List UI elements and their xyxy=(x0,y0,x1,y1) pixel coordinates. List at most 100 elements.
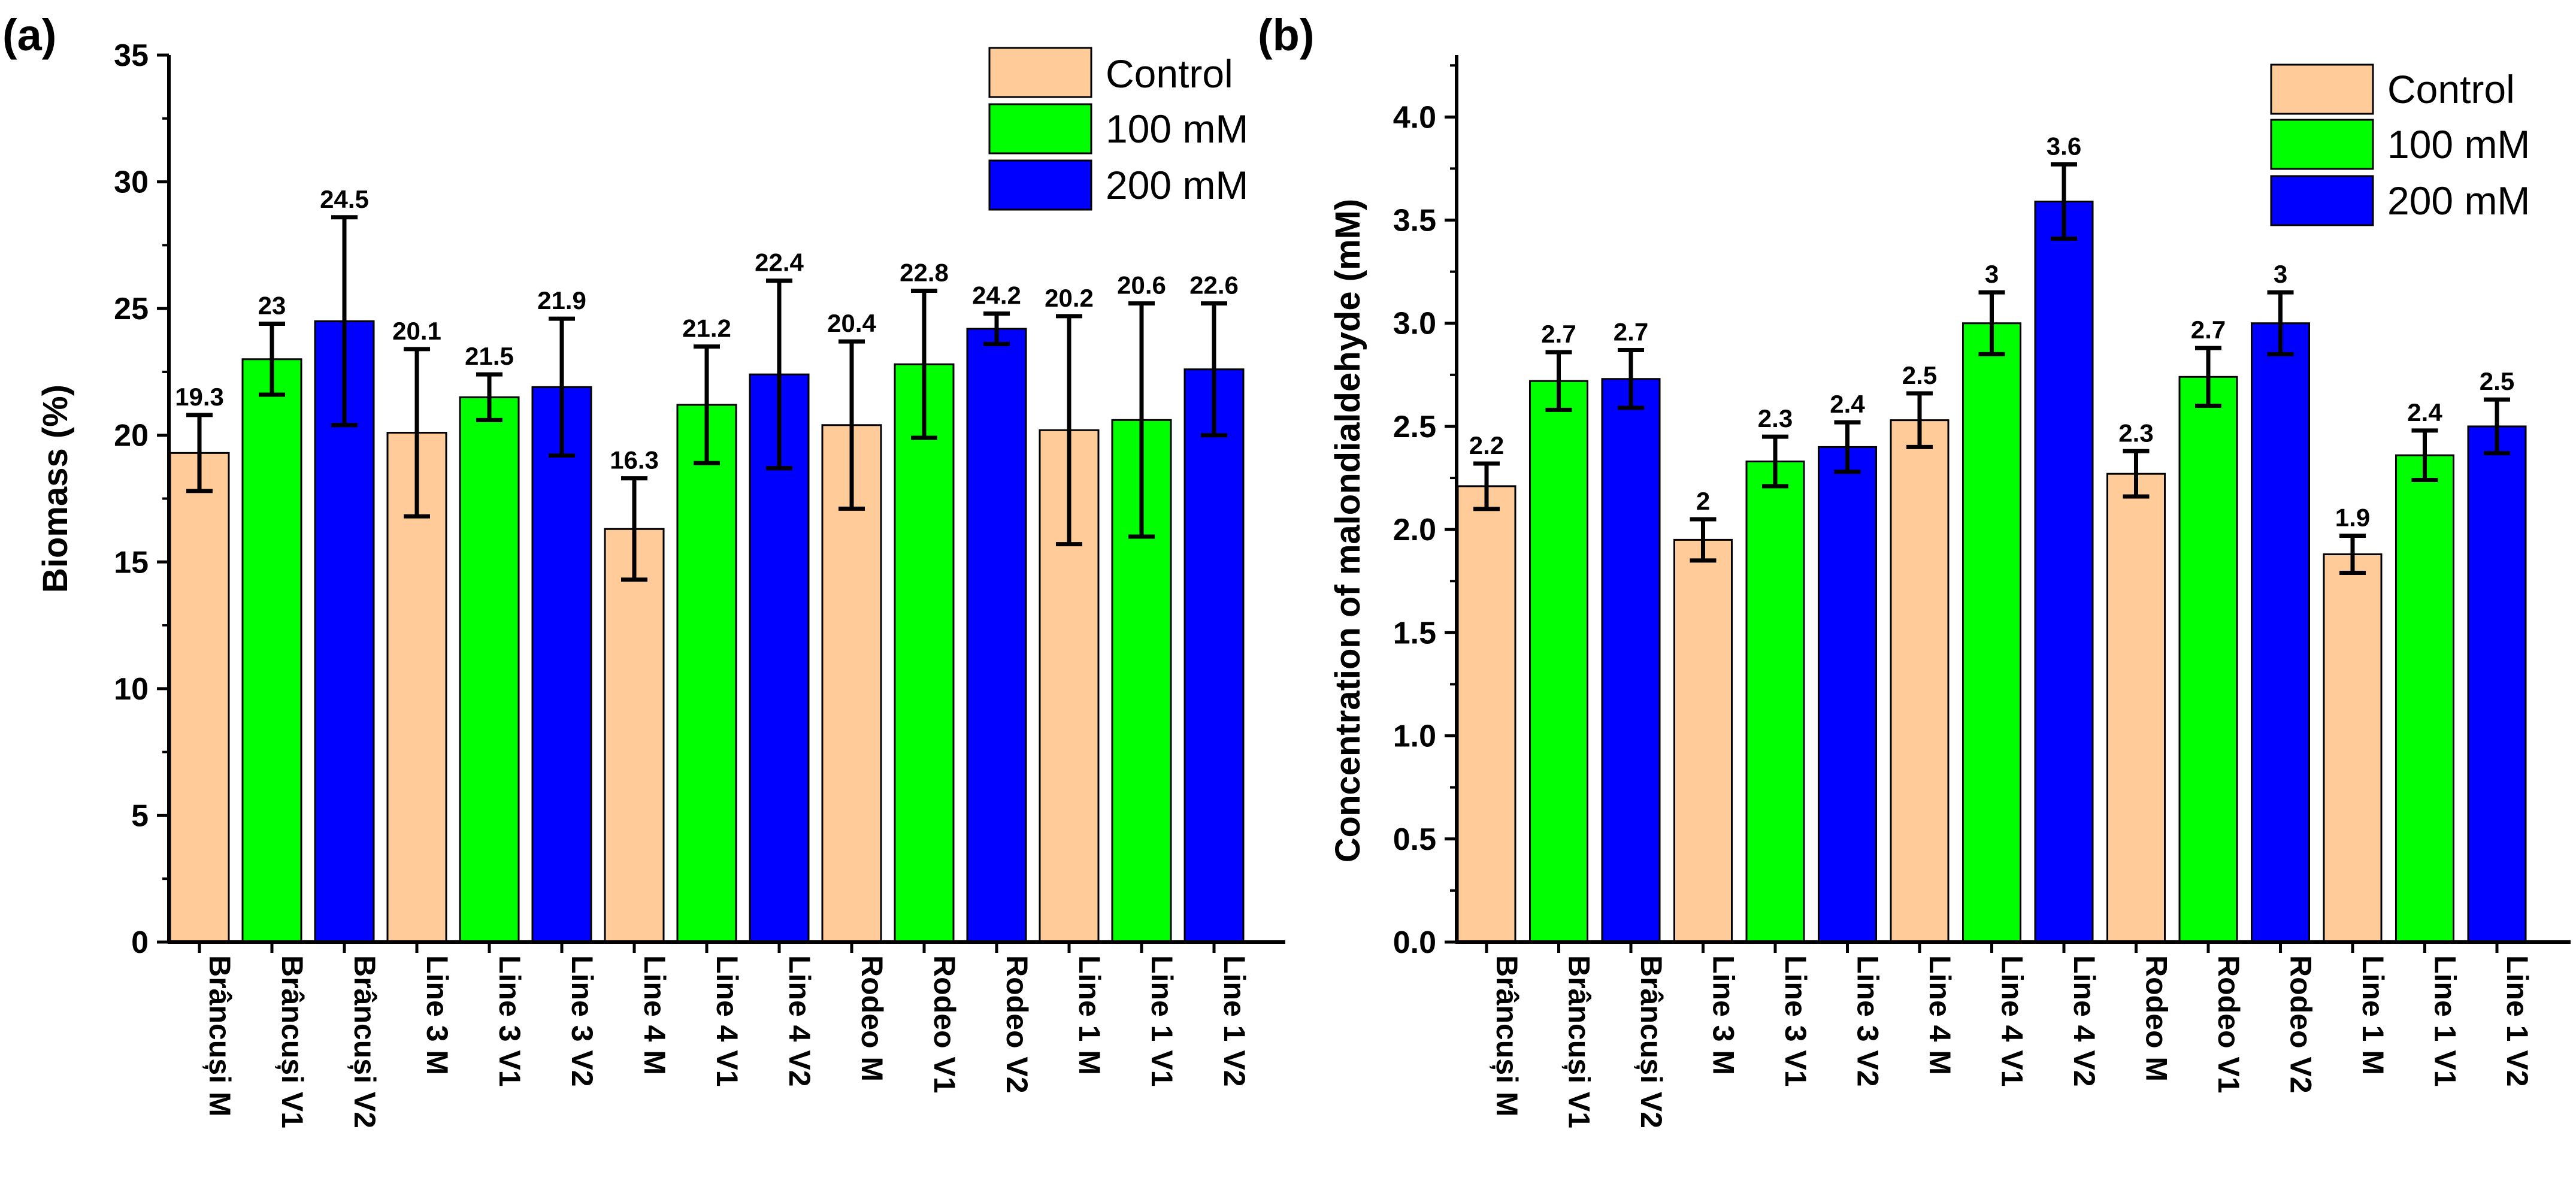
category-label-b-8: Line 4 V2 xyxy=(2068,955,2101,1087)
legend-swatch-100mm-a xyxy=(988,103,1092,155)
bar-b-13 xyxy=(2395,454,2454,943)
value-label-a-10: 22.8 xyxy=(900,259,949,287)
value-label-a-14: 22.6 xyxy=(1189,271,1239,299)
category-label-a-1: Brâncuși V1 xyxy=(276,955,309,1128)
legend-b: Control 100 mM 200 mM xyxy=(2270,63,2530,226)
y-tick-label-a-5: 25 xyxy=(114,292,149,326)
legend-swatch-200mm-a xyxy=(988,159,1092,211)
category-label-b-2: Brâncuși V2 xyxy=(1634,955,1668,1128)
chart-panel-b: (b) Concentration of malondialdehyde (mM… xyxy=(1258,10,2571,1128)
value-label-b-14: 2.5 xyxy=(2480,367,2514,395)
legend-label-200mm-b: 200 mM xyxy=(2387,178,2530,223)
chart-panel-a: (a) Biomass (%) 0 5 10 15 20 25 30 35 19.3 23 24.… xyxy=(2,10,1285,1128)
bar-b-1 xyxy=(1529,380,1588,943)
bar-a-0 xyxy=(169,452,230,943)
category-label-b-6: Line 4 M xyxy=(1923,955,1957,1075)
y-tick-label-a-1: 5 xyxy=(131,798,149,833)
category-label-b-7: Line 4 V1 xyxy=(1996,955,2029,1087)
error-bars-b xyxy=(1473,162,2510,575)
y-tick-label-b-0: 0.0 xyxy=(1393,925,1436,960)
y-tick-label-a-3: 15 xyxy=(114,545,149,580)
y-tick-label-b-7: 3.5 xyxy=(1393,204,1436,238)
bar-b-0 xyxy=(1457,485,1516,943)
legend-swatch-control-a xyxy=(988,47,1092,98)
category-label-a-10: Rodeo V1 xyxy=(928,955,961,1094)
y-tick-label-a-2: 10 xyxy=(114,672,149,707)
bar-a-11 xyxy=(966,328,1027,943)
category-label-a-2: Brâncuși V2 xyxy=(348,955,382,1128)
legend-swatch-200mm-b xyxy=(2270,175,2374,226)
value-label-b-13: 2.4 xyxy=(2407,398,2442,426)
category-label-b-10: Rodeo V1 xyxy=(2212,955,2245,1094)
value-label-a-8: 22.4 xyxy=(755,249,804,277)
axes-a xyxy=(167,55,1285,953)
category-label-b-9: Rodeo M xyxy=(2140,955,2174,1082)
y-tick-label-a-6: 30 xyxy=(114,165,149,200)
category-labels-b: Brâncuși M Brâncuși V1 Brâncuși V2 Line 3 M… xyxy=(1490,955,2534,1128)
value-label-a-0: 19.3 xyxy=(175,383,224,411)
category-label-a-8: Line 4 V2 xyxy=(783,955,816,1087)
bar-a-5 xyxy=(531,386,592,943)
value-label-a-11: 24.2 xyxy=(972,281,1021,310)
value-label-a-4: 21.5 xyxy=(465,342,514,370)
bar-a-10 xyxy=(894,363,955,943)
y-tick-label-b-8: 4.0 xyxy=(1393,100,1436,135)
category-label-a-5: Line 3 V2 xyxy=(565,955,599,1087)
panel-label-b: (b) xyxy=(1258,10,1315,60)
bar-b-10 xyxy=(2178,376,2238,943)
category-label-b-3: Line 3 M xyxy=(1707,955,1740,1075)
bar-b-4 xyxy=(1745,461,1805,943)
bar-a-4 xyxy=(459,396,520,943)
y-tick-label-b-1: 0.5 xyxy=(1393,822,1436,857)
value-label-a-7: 21.2 xyxy=(682,314,731,343)
bar-a-7 xyxy=(676,404,737,943)
legend-a: Control 100 mM 200 mM xyxy=(988,47,1248,211)
y-axis-title-a: Biomass (%) xyxy=(36,384,75,593)
error-bars-a xyxy=(186,215,1227,582)
axes-b xyxy=(1455,55,2571,953)
bar-b-3 xyxy=(1673,538,1733,943)
category-label-a-14: Line 1 V2 xyxy=(1218,955,1251,1087)
value-label-a-12: 20.2 xyxy=(1045,284,1094,312)
value-label-a-3: 20.1 xyxy=(392,317,441,345)
bar-b-6 xyxy=(1890,419,1950,943)
bars-b xyxy=(1457,201,2527,943)
bar-b-8 xyxy=(2034,201,2094,943)
value-label-a-13: 20.6 xyxy=(1117,271,1166,299)
y-tick-label-b-6: 3.0 xyxy=(1393,307,1436,341)
legend-label-200mm-a: 200 mM xyxy=(1106,163,1248,207)
value-label-a-2: 24.5 xyxy=(320,185,369,213)
bar-b-14 xyxy=(2467,425,2527,943)
value-label-b-5: 2.4 xyxy=(1830,390,1865,418)
category-label-a-13: Line 1 V1 xyxy=(1145,955,1179,1087)
value-label-b-8: 3.6 xyxy=(2047,132,2081,161)
value-label-a-5: 21.9 xyxy=(537,286,586,314)
category-label-a-9: Rodeo M xyxy=(855,955,889,1082)
y-axis-title-b: Concentration of malondialdehyde (mM) xyxy=(1328,199,1367,863)
bar-b-2 xyxy=(1601,378,1661,943)
category-label-b-0: Brâncuși M xyxy=(1490,955,1524,1117)
y-tick-label-b-2: 1.0 xyxy=(1393,719,1436,754)
value-label-b-0: 2.2 xyxy=(1469,431,1504,459)
category-label-b-13: Line 1 V1 xyxy=(2429,955,2462,1087)
category-label-b-1: Brâncuși V1 xyxy=(1563,955,1596,1128)
y-tick-label-a-0: 0 xyxy=(131,925,149,960)
bar-a-6 xyxy=(604,528,665,943)
y-tick-label-a-7: 35 xyxy=(114,38,149,73)
legend-label-control-b: Control xyxy=(2387,67,2515,111)
value-label-b-3: 2 xyxy=(1696,487,1710,515)
value-label-b-4: 2.3 xyxy=(1758,404,1793,432)
value-labels-a: 19.3 23 24.5 20.1 21.5 21.9 16.3 21.2 22.4 20.4 22… xyxy=(175,185,1239,474)
category-label-a-3: Line 3 M xyxy=(420,955,454,1075)
y-ticks-b: 0.0 0.5 1.0 1.5 2.0 2.5 3.0 3.5 4.0 xyxy=(1393,64,1457,960)
bar-b-9 xyxy=(2106,473,2166,943)
value-label-b-9: 2.3 xyxy=(2118,419,2153,447)
legend-swatch-100mm-b xyxy=(2270,119,2374,170)
bars-a xyxy=(169,320,1245,943)
panel-label-a: (a) xyxy=(2,10,56,60)
bar-a-14 xyxy=(1183,368,1245,943)
category-label-a-0: Brâncuși M xyxy=(203,955,237,1117)
value-label-b-2: 2.7 xyxy=(1614,318,1648,346)
category-label-a-7: Line 4 V1 xyxy=(710,955,744,1087)
